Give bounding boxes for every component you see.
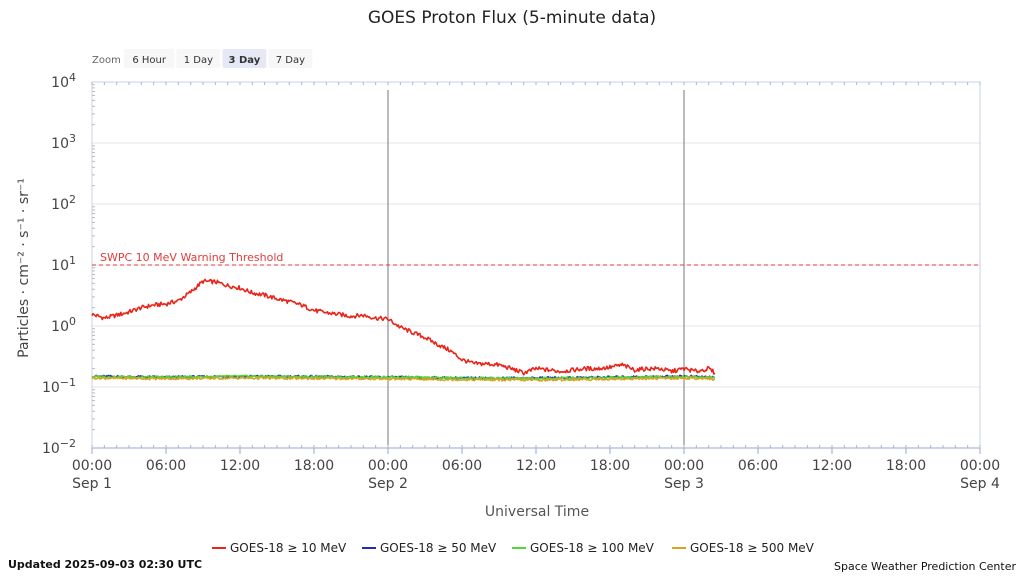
x-tick-label: 06:00	[442, 458, 482, 474]
x-tick-label: 00:00	[960, 458, 1000, 474]
zoom-button-bg	[176, 49, 221, 68]
x-tick-date: Sep 1	[72, 476, 112, 492]
y-tick-label: 103	[51, 132, 76, 152]
x-axis-label: Universal Time	[485, 504, 589, 520]
x-tick-date: Sep 2	[368, 476, 408, 492]
x-tick-label: 18:00	[590, 458, 630, 474]
x-tick-label: 00:00	[368, 458, 408, 474]
x-tick-label: 18:00	[886, 458, 926, 474]
series-line-3	[91, 376, 716, 382]
y-tick-base: 10	[51, 75, 69, 91]
x-tick-label: 18:00	[294, 458, 334, 474]
y-tick-base: 10	[51, 319, 69, 335]
x-tick-label: 12:00	[812, 458, 852, 474]
legend-item-label: GOES-18 ≥ 50 MeV	[380, 541, 497, 555]
y-tick-base: 10	[42, 441, 60, 457]
zoom-label: Zoom	[92, 55, 121, 66]
legend-item-label: GOES-18 ≥ 10 MeV	[230, 541, 347, 555]
threshold-label: SWPC 10 MeV Warning Threshold	[100, 251, 283, 264]
x-tick-label: 06:00	[738, 458, 778, 474]
y-tick-exponent: 3	[69, 132, 76, 145]
y-axis-label: Particles · cm⁻² · s⁻¹ · sr⁻¹	[16, 178, 32, 358]
y-tick-exponent: −2	[60, 437, 76, 450]
credit: Space Weather Prediction Center	[834, 560, 1016, 573]
y-tick-base: 10	[51, 136, 69, 152]
zoom-button-label: 6 Hour	[132, 55, 167, 66]
y-tick-base: 10	[51, 258, 69, 274]
zoom-button-bg	[222, 49, 267, 68]
y-tick-exponent: −1	[60, 376, 76, 389]
y-tick-label: 10−1	[42, 376, 76, 396]
chart-title: GOES Proton Flux (5-minute data)	[368, 8, 656, 28]
x-tick-label: 00:00	[72, 458, 112, 474]
y-tick-exponent: 4	[69, 71, 76, 84]
zoom-button-3-day[interactable]: 3 Day	[222, 49, 267, 68]
warning-threshold: SWPC 10 MeV Warning Threshold	[92, 251, 980, 266]
legend-item-label: GOES-18 ≥ 100 MeV	[530, 541, 655, 555]
y-tick-label: 101	[51, 254, 76, 274]
legend: GOES-18 ≥ 10 MeV GOES-18 ≥ 50 MeV GOES-18 …	[212, 541, 815, 555]
y-tick-label: 104	[51, 71, 76, 91]
y-tick-base: 10	[51, 197, 69, 213]
legend-item-label: GOES-18 ≥ 500 MeV	[690, 541, 815, 555]
zoom-button-1-day[interactable]: 1 Day	[176, 49, 221, 68]
zoom-button-bg	[268, 49, 313, 68]
y-tick-label: 102	[51, 193, 76, 213]
y-tick-exponent: 2	[69, 193, 76, 206]
zoom-button-7-day[interactable]: 7 Day	[268, 49, 313, 68]
y-tick-exponent: 1	[69, 254, 76, 267]
x-tick-label: 12:00	[220, 458, 260, 474]
x-tick-date: Sep 4	[960, 476, 1000, 492]
zoom-button-label: 7 Day	[276, 55, 305, 66]
zoom-button-6-hour[interactable]: 6 Hour	[124, 49, 175, 68]
x-tick-label: 12:00	[516, 458, 556, 474]
zoom-button-label: 1 Day	[184, 55, 213, 66]
y-tick-label: 10−2	[42, 437, 76, 457]
y-tick-exponent: 0	[69, 315, 76, 328]
x-tick-label: 00:00	[664, 458, 704, 474]
series-lines	[91, 278, 716, 382]
x-tick-date: Sep 3	[664, 476, 704, 492]
y-tick-label: 100	[51, 315, 76, 335]
x-tick-label: 06:00	[146, 458, 186, 474]
zoom-controls: Zoom 6 Hour 1 Day 3 Day 7 Day	[92, 49, 313, 68]
updated-timestamp: Updated 2025-09-03 02:30 UTC	[8, 558, 202, 571]
series-line-0	[91, 278, 716, 376]
zoom-button-bg	[124, 49, 175, 68]
zoom-button-label: 3 Day	[229, 55, 261, 66]
y-tick-base: 10	[42, 380, 60, 396]
x-axis: 00:00 Sep 1 06:00 12:00 18:00 00:00 Sep 2 06:00…	[72, 82, 1000, 492]
